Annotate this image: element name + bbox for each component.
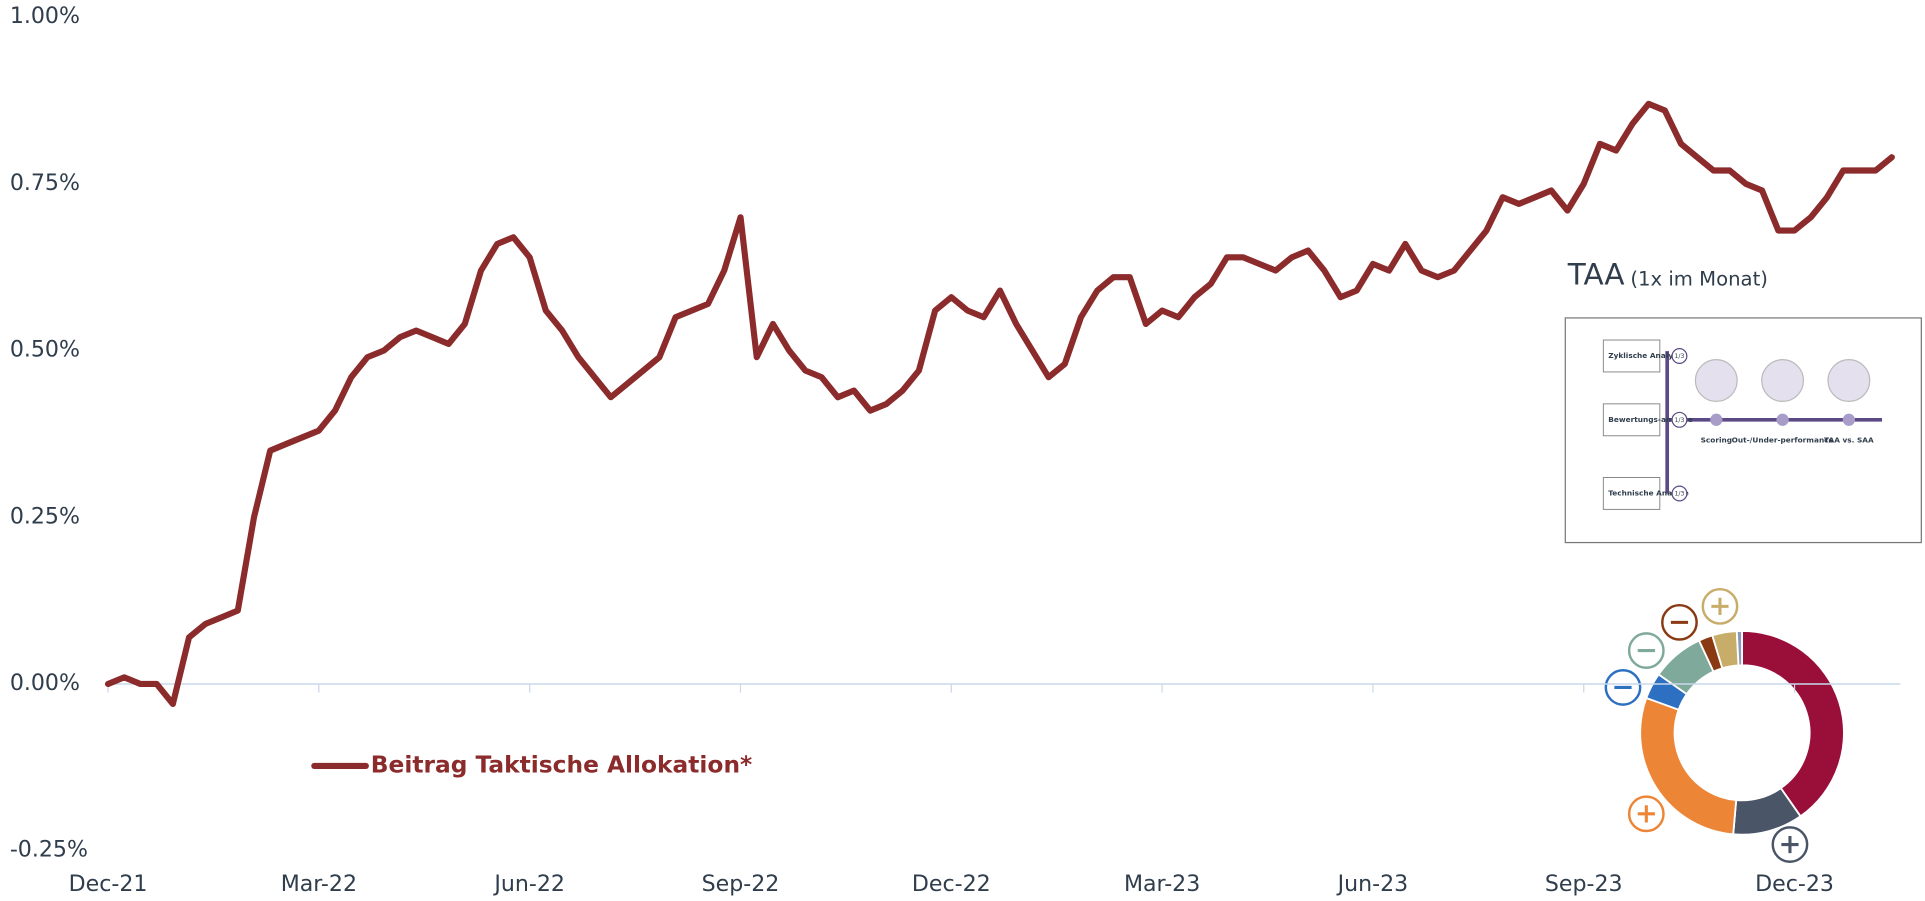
x-tick-label: Dec-21 — [69, 871, 148, 897]
weight-badge — [1671, 485, 1688, 502]
weight-label: 1/3 — [1675, 353, 1685, 360]
legend-label: Beitrag Taktische Allokation* — [371, 751, 752, 778]
x-tick-label: Mar-23 — [1124, 871, 1200, 897]
analysis-box — [1602, 477, 1661, 510]
allocation-donut — [1604, 587, 1845, 863]
y-tick-label: 0.50% — [10, 337, 80, 363]
x-tick-label: Dec-23 — [1755, 871, 1834, 897]
adjust-sign — [1781, 835, 1799, 854]
y-tick-label: 0.25% — [10, 503, 80, 529]
step-node — [1710, 413, 1723, 426]
step-node — [1842, 413, 1856, 426]
y-tick-label: 0.00% — [10, 670, 80, 696]
y-tick-label: -0.25% — [10, 837, 88, 863]
y-tick-label: 0.75% — [10, 170, 80, 196]
inset-title: TAA — [1567, 258, 1625, 292]
weight-label: 1/3 — [1675, 490, 1685, 497]
analysis-label: Zyklische Analyse — [1608, 351, 1682, 360]
adjust-sign — [1711, 597, 1729, 615]
step-label: TAA vs. SAA — [1824, 436, 1874, 445]
analysis-label: Technische Analyse — [1608, 488, 1689, 497]
donut-segment — [1741, 630, 1845, 818]
weight-label: 1/3 — [1675, 417, 1685, 424]
taa-inset: TAA (1x im Monat) Zyklische Analyse1/3Be… — [1564, 258, 1922, 544]
series-line — [104, 100, 1895, 708]
x-tick-label: Mar-22 — [281, 871, 357, 897]
donut-segment — [1735, 630, 1743, 667]
step-node — [1776, 413, 1789, 426]
step-label: Out-/Under-performance — [1732, 436, 1834, 445]
y-tick-label: 1.00% — [10, 3, 80, 29]
adjust-sign — [1637, 805, 1655, 823]
analysis-label: Bewertungs-analyse — [1608, 415, 1693, 424]
weight-badge — [1671, 348, 1688, 364]
weight-badge — [1671, 411, 1688, 428]
inset-subtitle: (1x im Monat) — [1630, 267, 1768, 290]
step-icon — [1827, 359, 1871, 403]
x-tick-label: Jun-23 — [1336, 871, 1409, 897]
analysis-box — [1602, 339, 1661, 373]
step-label: Scoring — [1701, 436, 1732, 445]
step-icon — [1694, 359, 1738, 403]
analysis-box — [1602, 403, 1661, 437]
step-icon — [1761, 359, 1805, 403]
x-tick-label: Sep-23 — [1545, 871, 1623, 897]
x-tick-label: Dec-22 — [912, 871, 991, 897]
x-tick-label: Sep-22 — [702, 871, 780, 897]
x-tick-label: Jun-22 — [492, 871, 565, 897]
